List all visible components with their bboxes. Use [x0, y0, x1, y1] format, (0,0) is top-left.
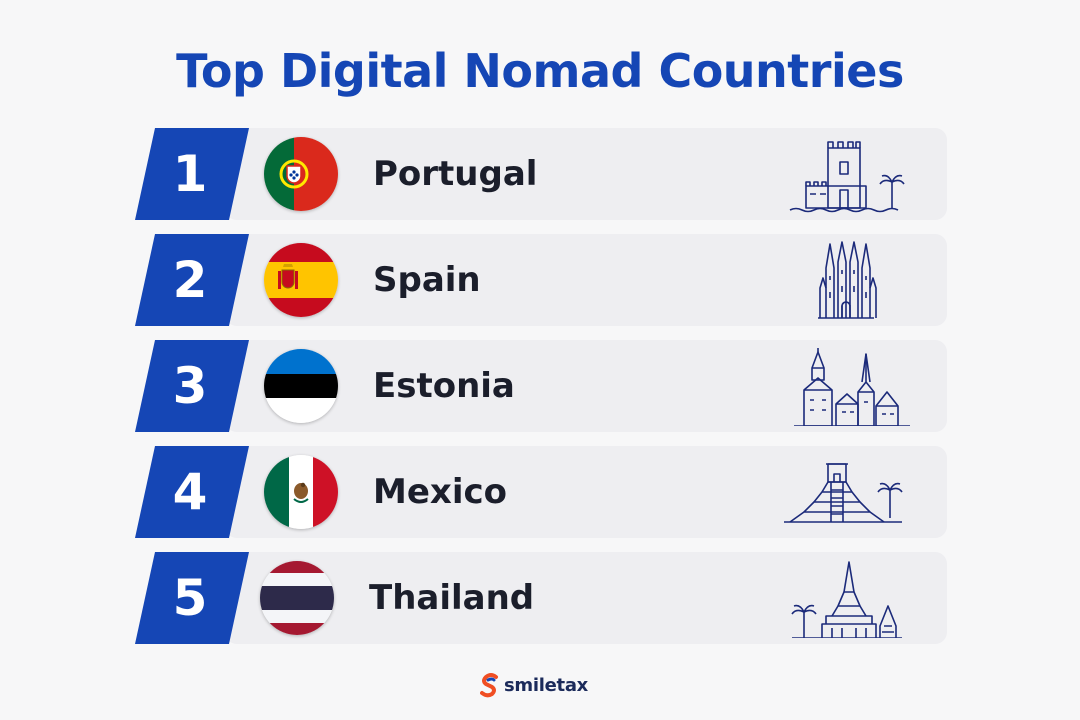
country-row-estonia: 3 Estonia: [135, 340, 947, 432]
mexico-flag-icon: [264, 455, 338, 529]
belem-tower-icon: [780, 134, 910, 214]
tallinn-old-town-icon: [780, 346, 910, 426]
spain-flag-icon: [264, 243, 338, 317]
rank-badge: 3: [135, 340, 249, 432]
chichen-itza-pyramid-icon: [780, 452, 910, 532]
rank-badge: 2: [135, 234, 249, 326]
smiletax-logo-icon: [480, 673, 498, 698]
country-name: Estonia: [373, 366, 515, 406]
row-background: [225, 128, 947, 220]
rank-number: 1: [172, 145, 208, 203]
country-name: Thailand: [369, 578, 535, 618]
country-name: Portugal: [373, 154, 538, 194]
country-name: Spain: [373, 260, 481, 300]
smiletax-logo: smiletax: [480, 670, 588, 700]
thai-temple-icon: [780, 558, 910, 638]
country-row-thailand: 5 Thailand: [135, 552, 947, 644]
brand-name: smiletax: [504, 674, 588, 696]
thailand-flag-icon: [260, 561, 334, 635]
estonia-flag-icon: [264, 349, 338, 423]
rank-number: 4: [172, 463, 208, 521]
country-name: Mexico: [373, 472, 507, 512]
rank-badge: 1: [135, 128, 249, 220]
rank-number: 5: [172, 569, 208, 627]
country-row-portugal: 1 Portugal: [135, 128, 947, 220]
rank-badge: 5: [135, 552, 249, 644]
rank-badge: 4: [135, 446, 249, 538]
sagrada-familia-icon: [780, 240, 910, 320]
portugal-flag-icon: [264, 137, 338, 211]
page-title: Top Digital Nomad Countries: [176, 44, 904, 98]
rank-number: 3: [172, 357, 208, 415]
row-background: [225, 552, 947, 644]
country-row-mexico: 4 Mexico: [135, 446, 947, 538]
country-row-spain: 2 Spain: [135, 234, 947, 326]
rank-number: 2: [172, 251, 208, 309]
